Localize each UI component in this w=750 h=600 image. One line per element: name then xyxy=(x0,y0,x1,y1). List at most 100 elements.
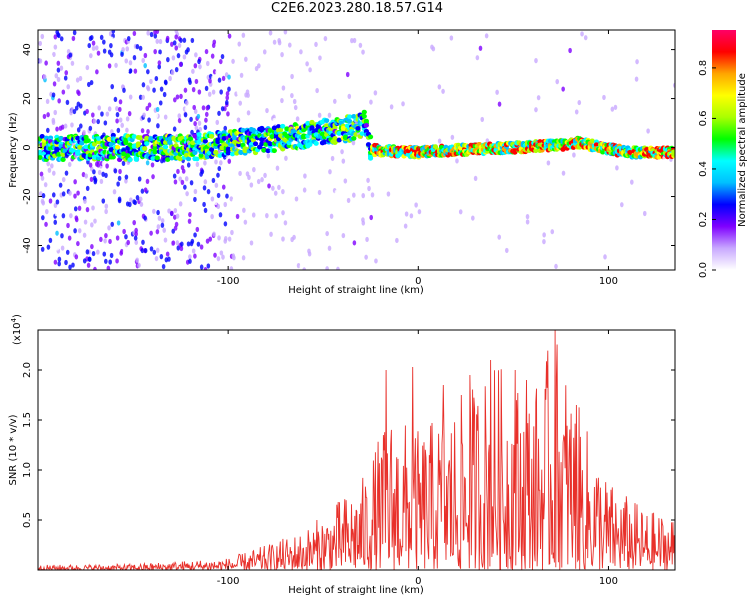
spectral-cell xyxy=(52,81,57,87)
spectral-cell xyxy=(49,54,54,60)
spectral-cell xyxy=(237,41,242,47)
spectral-cell xyxy=(42,113,47,120)
spectral-cell xyxy=(45,150,52,156)
spectral-cell xyxy=(504,247,509,254)
spectral-cell xyxy=(53,34,58,40)
spectral-cell xyxy=(105,111,110,117)
spectral-cell xyxy=(124,234,128,240)
x-tick-label: 100 xyxy=(599,276,618,287)
spectral-cell xyxy=(646,128,650,134)
spectral-cell xyxy=(152,208,156,214)
spectral-cell xyxy=(290,92,294,99)
spectral-cell xyxy=(265,148,271,154)
spectral-cell xyxy=(281,236,285,242)
spectral-cell xyxy=(384,203,388,209)
spectral-cell xyxy=(167,140,173,146)
spectral-cell xyxy=(104,203,109,209)
spectral-cell xyxy=(96,50,101,56)
spectral-cell xyxy=(293,104,298,111)
spectral-cell xyxy=(55,126,59,132)
spectral-cell xyxy=(112,189,117,195)
spectral-cell xyxy=(213,217,218,223)
spectral-cell xyxy=(115,105,119,112)
spectral-cell xyxy=(101,161,106,167)
spectral-cell xyxy=(121,47,125,53)
spectral-cell xyxy=(154,113,159,119)
spectral-cell xyxy=(367,185,371,192)
spectral-cell xyxy=(177,113,182,119)
spectral-cell xyxy=(486,173,490,179)
spectral-cell xyxy=(310,246,315,253)
spectral-cell xyxy=(206,263,211,269)
spectral-cell xyxy=(364,254,368,260)
spectral-cell xyxy=(128,68,133,74)
spectral-cell xyxy=(265,107,269,114)
spectral-cell xyxy=(158,38,163,45)
spectral-cell xyxy=(204,48,209,55)
spectral-cell xyxy=(39,191,43,197)
spectral-cell xyxy=(260,177,264,183)
spectral-cell xyxy=(225,95,230,101)
spectral-cell xyxy=(42,74,47,80)
spectral-cell xyxy=(283,30,288,35)
spectral-cell xyxy=(480,116,485,123)
spectral-cell xyxy=(373,90,378,96)
spectral-cell xyxy=(73,193,77,199)
spectral-cell xyxy=(328,127,334,132)
spectral-cell xyxy=(218,58,223,65)
spectral-cell xyxy=(361,217,365,223)
spectral-cell xyxy=(328,169,332,175)
spectral-cell xyxy=(352,192,356,198)
spectral-cell xyxy=(191,87,196,93)
spectral-cell xyxy=(45,31,50,37)
spectral-cell xyxy=(219,250,224,256)
spectral-cell xyxy=(116,181,120,187)
spectral-cell xyxy=(185,58,189,65)
spectral-cell xyxy=(174,30,179,34)
spectral-cell xyxy=(206,30,211,34)
spectral-cell xyxy=(124,178,128,184)
spectral-cell xyxy=(115,112,120,118)
spectral-cell xyxy=(295,116,300,122)
spectral-cell xyxy=(108,259,112,265)
spectral-cell xyxy=(227,236,232,242)
spectral-cell xyxy=(60,124,65,130)
spectral-cell xyxy=(56,60,61,66)
spectral-cell xyxy=(107,63,112,69)
spectral-cell xyxy=(171,240,176,246)
spectral-cell xyxy=(194,156,200,162)
spectral-cell xyxy=(332,98,337,104)
spectral-cell xyxy=(458,209,463,215)
spectral-cell xyxy=(170,41,174,47)
spectral-cell xyxy=(227,86,231,92)
spectral-cell xyxy=(404,211,409,217)
spectral-cell xyxy=(267,141,273,147)
snr-exponent-power: 4 xyxy=(10,317,18,322)
spectral-cell xyxy=(327,245,332,251)
spectral-cell xyxy=(44,209,49,215)
spectral-cell xyxy=(512,148,518,154)
spectral-cell xyxy=(280,123,286,129)
spectral-cell xyxy=(132,199,136,205)
spectral-cell xyxy=(262,49,267,55)
spectral-cell xyxy=(192,150,198,156)
spectral-cell xyxy=(96,162,101,168)
spectral-cell xyxy=(340,149,344,155)
spectral-cell xyxy=(183,152,190,158)
spectral-cell xyxy=(97,245,102,251)
spectral-cell xyxy=(352,240,357,246)
spectral-cell xyxy=(194,125,199,131)
spectral-cell xyxy=(277,38,281,44)
spectral-cell xyxy=(203,266,208,270)
spectral-cell xyxy=(156,209,160,216)
spectral-cell xyxy=(125,153,131,158)
spectral-cell xyxy=(122,228,126,235)
spectral-cell xyxy=(199,264,204,270)
spectral-cell xyxy=(149,31,154,38)
spectral-cell xyxy=(173,207,178,214)
spectral-cell xyxy=(89,79,94,86)
spectral-cell xyxy=(179,93,183,99)
spectral-cell xyxy=(55,230,59,236)
spectral-cell xyxy=(139,201,144,207)
spectral-cell xyxy=(328,30,332,36)
